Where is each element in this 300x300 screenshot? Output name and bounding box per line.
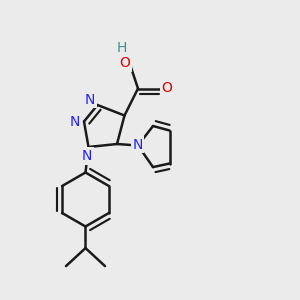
Text: O: O [162, 82, 172, 95]
Text: O: O [119, 56, 130, 70]
Text: N: N [85, 93, 95, 106]
Text: N: N [82, 149, 92, 163]
Text: N: N [132, 138, 142, 152]
Text: N: N [70, 115, 80, 128]
Text: H: H [117, 41, 127, 55]
